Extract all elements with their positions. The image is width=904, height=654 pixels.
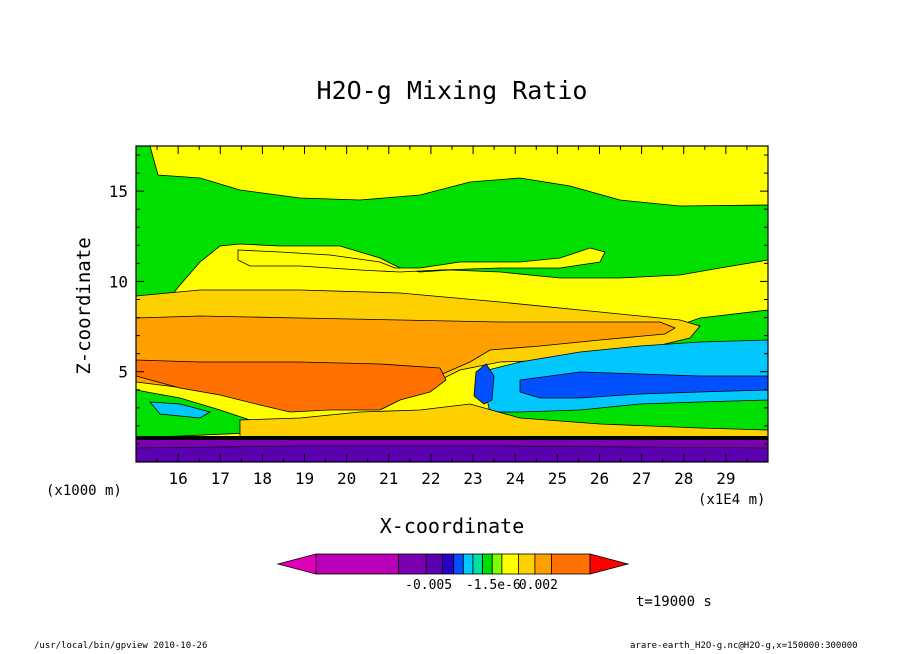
contour-darkpurple-surface (136, 445, 768, 462)
colorbar-swatch (534, 553, 552, 575)
time-annotation: t=19000 s (636, 594, 712, 610)
x-tick-label: 19 (295, 469, 314, 488)
colorbar-swatch (453, 553, 464, 575)
x-tick-label: 26 (590, 469, 609, 488)
contour-blue-plume (473, 363, 495, 405)
y-axis-label: Z-coordinate (73, 237, 95, 375)
contour-darkorange (136, 359, 447, 413)
contour-lower-cyan (149, 401, 212, 419)
y-tick-label: 10 (109, 272, 128, 291)
x-tick-label: 18 (253, 469, 272, 488)
heatmap-field (136, 146, 768, 462)
y-unit-note: (x1000 m) (46, 483, 122, 499)
contour-green-upper (136, 146, 768, 301)
colorbar-swatch (442, 553, 455, 575)
x-tick-label: 28 (674, 469, 693, 488)
x-tick-label: 22 (421, 469, 440, 488)
contour-yellow-island (237, 247, 606, 273)
surface-boundary (136, 436, 768, 440)
colorbar-swatch (482, 553, 493, 575)
colorbar-swatch (501, 553, 519, 575)
colorbar-tick-label: -0.005 (405, 578, 453, 593)
y-axis-ticks: 5 10 15 (109, 154, 768, 445)
chart-title: H2O-g Mixing Ratio (316, 76, 588, 105)
x-tick-label: 25 (548, 469, 567, 488)
colorbar-swatch (551, 553, 591, 575)
colorbar-swatch (518, 553, 536, 575)
y-tick-label: 15 (109, 182, 128, 201)
colorbar-swatch (398, 553, 427, 575)
x-tick-label: 21 (379, 469, 398, 488)
colorbar-swatch (462, 553, 474, 575)
x-axis-ticks: 16 17 18 19 20 21 22 23 24 25 26 27 28 29 (135, 146, 769, 488)
colorbar-tick-label: -1.5e-6 (465, 578, 521, 593)
colorbar-swatch (491, 553, 503, 575)
colorbar (276, 553, 630, 575)
footer-file: arare-earth_H2O-g.nc@H2O-g,x=150000:3000… (630, 641, 858, 651)
colorbar-low-arrow (276, 553, 317, 575)
footer-path: /usr/local/bin/gpview 2010-10-26 (34, 641, 208, 651)
x-tick-label: 17 (211, 469, 230, 488)
y-tick-label: 5 (118, 363, 128, 382)
colorbar-high-arrow (589, 553, 630, 575)
x-tick-label: 20 (337, 469, 356, 488)
x-axis-label: X-coordinate (379, 514, 525, 538)
x-unit-note: (x1E4 m) (698, 492, 766, 508)
colorbar-tick-label: 0.002 (518, 578, 558, 593)
x-tick-label: 29 (716, 469, 735, 488)
contour-blue (519, 371, 768, 399)
x-tick-label: 24 (506, 469, 525, 488)
colorbar-swatch (425, 553, 444, 575)
x-tick-label: 16 (169, 469, 188, 488)
x-tick-label: 27 (632, 469, 651, 488)
x-tick-label: 23 (463, 469, 482, 488)
colorbar-swatch (315, 553, 400, 575)
colorbar-swatch (472, 553, 484, 575)
